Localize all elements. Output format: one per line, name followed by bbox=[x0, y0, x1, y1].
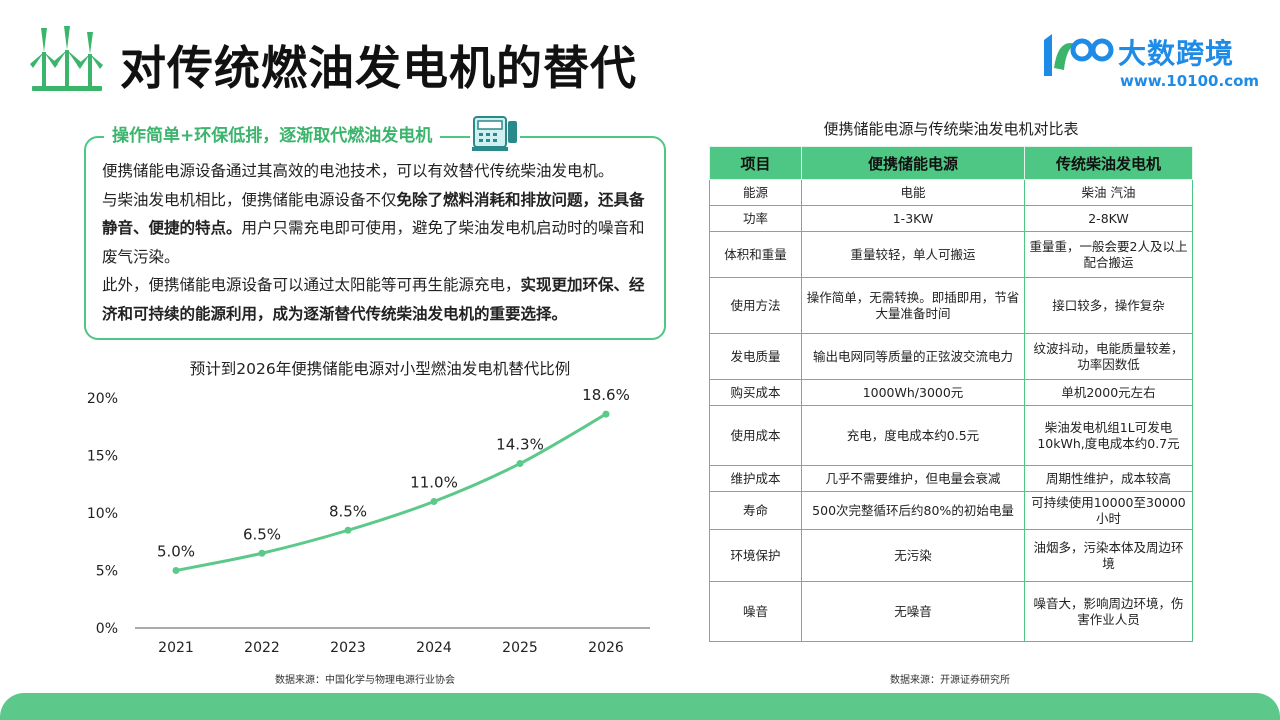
intro-text: 便携储能电源设备通过其高效的电池技术，可以有效替代传统柴油发电机。 与柴油发电机… bbox=[102, 157, 652, 328]
brand-logo[interactable]: 大数跨境 www.10100.com bbox=[1036, 30, 1260, 94]
brand-name: 大数跨境 bbox=[1118, 37, 1235, 70]
chart-source: 数据来源：中国化学与物理电源行业协会 bbox=[275, 675, 455, 686]
table-row-label: 噪音 bbox=[709, 581, 802, 642]
table-cell: 单机2000元左右 bbox=[1024, 379, 1193, 406]
table-row: 购买成本 1000Wh/3000元 单机2000元左右 bbox=[709, 379, 1193, 406]
table-cell: 1-3KW bbox=[801, 205, 1025, 232]
table-cell: 柴油发电机组1L可发电10kWh,度电成本约0.7元 bbox=[1024, 405, 1193, 466]
y-tick-label: 20% bbox=[87, 391, 118, 407]
x-tick-label: 2022 bbox=[244, 640, 280, 656]
table-row-label: 体积和重量 bbox=[709, 231, 802, 278]
table-cell: 噪音大，影响周边环境，伤害作业人员 bbox=[1024, 581, 1193, 642]
table-row-label: 寿命 bbox=[709, 491, 802, 530]
data-point bbox=[602, 410, 610, 418]
y-tick-label: 0% bbox=[96, 621, 118, 637]
table-cell: 几乎不需要维护，但电量会衰减 bbox=[801, 465, 1025, 492]
table-cell: 周期性维护，成本较高 bbox=[1024, 465, 1193, 492]
table-cell: 柴油 汽油 bbox=[1024, 179, 1193, 206]
table-cell: 无污染 bbox=[801, 529, 1025, 582]
x-tick-label: 2026 bbox=[588, 640, 624, 656]
intro-heading: 操作简单+环保低排，逐渐取代燃油发电机 bbox=[104, 124, 441, 148]
footer-band bbox=[0, 693, 1280, 720]
logo-mark-icon bbox=[1036, 30, 1126, 80]
y-tick-label: 15% bbox=[87, 449, 118, 465]
data-point bbox=[430, 498, 438, 505]
table-row: 体积和重量 重量较轻，单人可搬运 重量重，一般会要2人及以上配合搬运 bbox=[709, 231, 1193, 278]
table-cell: 纹波抖动，电能质量较差，功率因数低 bbox=[1024, 333, 1193, 380]
brand-url[interactable]: www.10100.com bbox=[1120, 72, 1260, 90]
data-label: 11.0% bbox=[410, 474, 458, 492]
data-label: 18.6% bbox=[582, 386, 630, 404]
table-row: 使用成本 充电，度电成本约0.5元 柴油发电机组1L可发电10kWh,度电成本约0.… bbox=[709, 405, 1193, 466]
table-cell: 重量较轻，单人可搬运 bbox=[801, 231, 1025, 278]
data-label: 5.0% bbox=[157, 543, 195, 561]
table-row: 环境保护 无污染 油烟多，污染本体及周边环境 bbox=[709, 529, 1193, 582]
header-item: 项目 bbox=[709, 146, 802, 180]
cashier-machine-icon bbox=[470, 113, 520, 153]
y-tick-label: 10% bbox=[87, 506, 118, 522]
intro-paragraph-2: 与柴油发电机相比，便携储能电源设备不仅免除了燃料消耗和排放问题，还具备静音、便捷… bbox=[102, 190, 645, 266]
table-row: 维护成本 几乎不需要维护，但电量会衰减 周期性维护，成本较高 bbox=[709, 465, 1193, 492]
data-label: 6.5% bbox=[243, 525, 281, 543]
page-title: 对传统燃油发电机的替代 bbox=[120, 41, 637, 95]
header-diesel-generator: 传统柴油发电机 bbox=[1024, 146, 1193, 180]
x-tick-label: 2021 bbox=[158, 640, 194, 656]
table-title: 便携储能电源与传统柴油发电机对比表 bbox=[823, 120, 1079, 138]
table-row-label: 环境保护 bbox=[709, 529, 802, 582]
table-row: 使用方法 操作简单，无需转换。即插即用，节省大量准备时间 接口较多，操作复杂 bbox=[709, 277, 1193, 334]
table-row-label: 使用方法 bbox=[709, 277, 802, 334]
x-tick-label: 2023 bbox=[330, 640, 366, 656]
table-cell: 无噪音 bbox=[801, 581, 1025, 642]
table-row-label: 维护成本 bbox=[709, 465, 802, 492]
table-row-label: 使用成本 bbox=[709, 405, 802, 466]
table-cell: 输出电网同等质量的正弦波交流电力 bbox=[801, 333, 1025, 380]
data-point bbox=[516, 460, 524, 468]
table-cell: 油烟多，污染本体及周边环境 bbox=[1024, 529, 1193, 582]
table-cell: 电能 bbox=[801, 179, 1025, 206]
data-point bbox=[258, 549, 266, 557]
table-row: 寿命 500次完整循环后约80%的初始电量 可持续使用10000至30000小时 bbox=[709, 491, 1193, 530]
x-tick-label: 2024 bbox=[416, 640, 452, 656]
comparison-table: 项目 便携储能电源 传统柴油发电机 能源 电能 柴油 汽油 功率 1-3KW 2-8KW 体… bbox=[709, 146, 1193, 642]
table-row-label: 购买成本 bbox=[709, 379, 802, 406]
table-row: 能源 电能 柴油 汽油 bbox=[709, 179, 1193, 206]
table-cell: 2-8KW bbox=[1024, 205, 1193, 232]
data-label: 8.5% bbox=[329, 502, 367, 520]
table-cell: 重量重，一般会要2人及以上配合搬运 bbox=[1024, 231, 1193, 278]
table-row: 功率 1-3KW 2-8KW bbox=[709, 205, 1193, 232]
chart-title: 预计到2026年便携储能电源对小型燃油发电机替代比例 bbox=[189, 360, 571, 378]
data-point bbox=[172, 567, 180, 574]
table-cell: 500次完整循环后约80%的初始电量 bbox=[801, 491, 1025, 530]
header-portable-power: 便携储能电源 bbox=[801, 146, 1025, 180]
x-tick-label: 2025 bbox=[502, 640, 538, 656]
wind-turbine-icon bbox=[28, 24, 106, 94]
table-row: 噪音 无噪音 噪音大，影响周边环境，伤害作业人员 bbox=[709, 581, 1193, 642]
table-cell: 1000Wh/3000元 bbox=[801, 379, 1025, 406]
y-tick-label: 5% bbox=[96, 564, 118, 580]
intro-paragraph-1: 便携储能电源设备通过其高效的电池技术，可以有效替代传统柴油发电机。 bbox=[102, 162, 614, 180]
table-row-label: 发电质量 bbox=[709, 333, 802, 380]
table-row: 发电质量 输出电网同等质量的正弦波交流电力 纹波抖动，电能质量较差，功率因数低 bbox=[709, 333, 1193, 380]
table-cell: 可持续使用10000至30000小时 bbox=[1024, 491, 1193, 530]
intro-paragraph-3: 此外，便携储能电源设备可以通过太阳能等可再生能源充电，实现更加环保、经济和可持续… bbox=[102, 276, 645, 323]
table-cell: 操作简单，无需转换。即插即用，节省大量准备时间 bbox=[801, 277, 1025, 334]
table-header-row: 项目 便携储能电源 传统柴油发电机 bbox=[709, 146, 1193, 180]
table-cell: 接口较多，操作复杂 bbox=[1024, 277, 1193, 334]
table-source: 数据来源：开源证券研究所 bbox=[890, 675, 1010, 686]
table-row-label: 能源 bbox=[709, 179, 802, 206]
table-cell: 充电，度电成本约0.5元 bbox=[801, 405, 1025, 466]
series-line bbox=[175, 412, 607, 572]
table-row-label: 功率 bbox=[709, 205, 802, 232]
data-label: 14.3% bbox=[496, 436, 544, 454]
line-chart: 0% 5% 10% 15% 20% 2021 2022 2023 2024 2025 2026 5.0… bbox=[87, 386, 650, 656]
data-point bbox=[344, 526, 352, 534]
